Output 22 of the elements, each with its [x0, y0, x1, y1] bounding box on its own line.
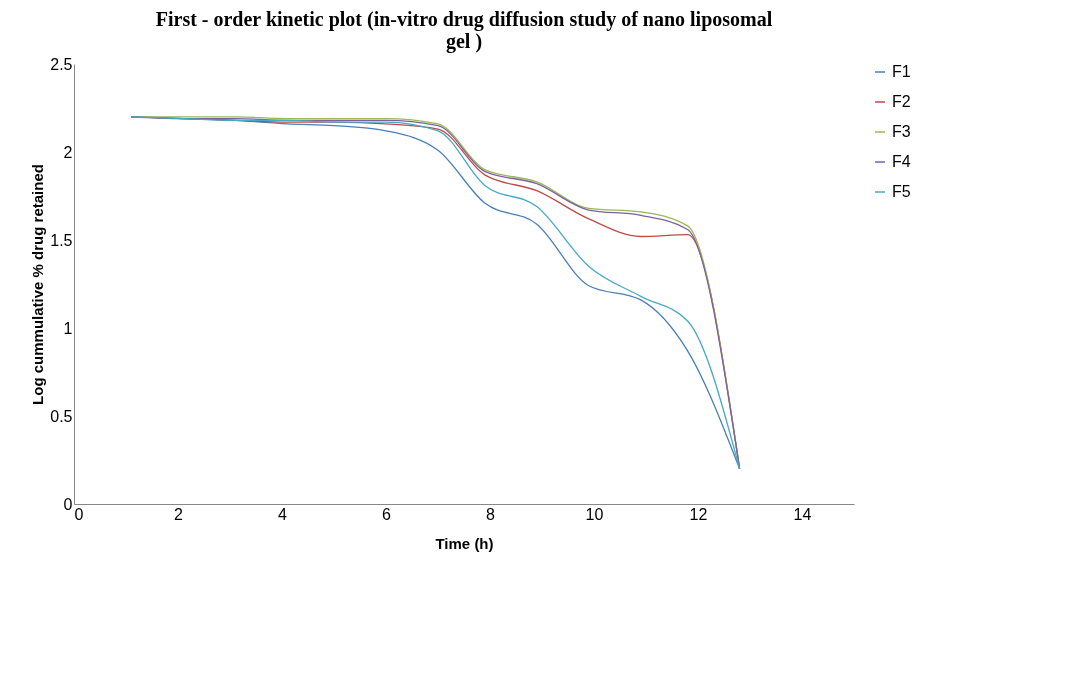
x-tick-label: 10	[585, 505, 604, 523]
x-tick-label: 14	[793, 505, 812, 523]
y-tick-label: 2.5	[50, 55, 73, 73]
y-tick-label: 0.5	[50, 407, 73, 425]
x-tick-label: 4	[278, 505, 288, 523]
legend-label: F4	[892, 153, 911, 170]
chart-title: First - order kinetic plot (in-vitro drug diffusion study of nano liposomal gel )	[155, 8, 773, 53]
x-tick-label: 8	[486, 505, 496, 523]
y-tick-label: 1	[63, 319, 73, 337]
legend-label: F5	[892, 183, 911, 200]
legend-label: F3	[892, 123, 911, 140]
x-tick-label: 0	[74, 505, 84, 523]
x-tick-label: 6	[382, 505, 392, 523]
legend-label: F1	[892, 63, 911, 80]
x-tick-label: 2	[174, 505, 184, 523]
line-series	[130, 116, 741, 470]
x-tick-label: 12	[689, 505, 708, 523]
x-axis-title: Time (h)	[435, 534, 494, 552]
y-tick-label: 2	[63, 143, 73, 161]
legend-label: F2	[892, 93, 911, 110]
y-axis-title: Log cummulative % drug retained	[29, 164, 47, 405]
y-tick-label: 1.5	[50, 231, 73, 249]
